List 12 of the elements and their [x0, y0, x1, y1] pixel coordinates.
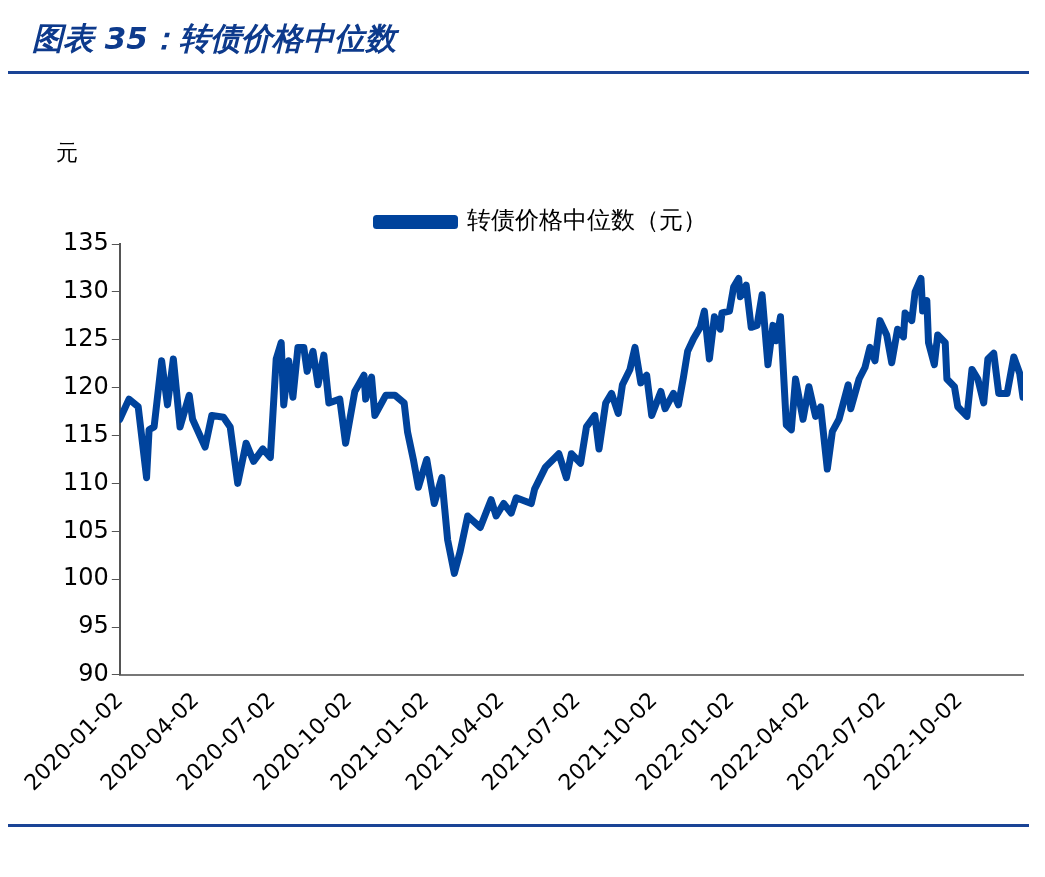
y-tick-label: 105	[63, 515, 109, 544]
y-tick-label: 135	[63, 228, 109, 257]
y-tick-label: 100	[63, 563, 109, 592]
y-tick-label: 130	[63, 276, 109, 305]
y-tick-label: 115	[63, 419, 109, 448]
y-tick-label: 110	[63, 467, 109, 496]
y-tick-label: 125	[63, 324, 109, 352]
legend-label: 转债价格中位数（元）	[466, 206, 707, 235]
y-tick-label: 95	[78, 611, 109, 640]
y-tick-label: 90	[78, 659, 109, 688]
y-axis-title: 元	[56, 139, 78, 167]
y-tick-label: 120	[63, 371, 109, 400]
